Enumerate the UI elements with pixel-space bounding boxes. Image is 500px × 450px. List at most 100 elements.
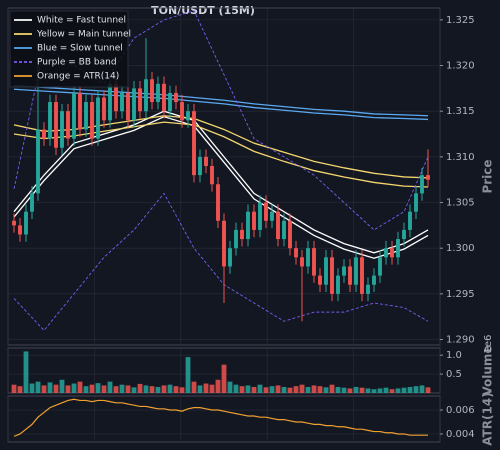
- candle-body: [72, 92, 76, 139]
- candle-body: [90, 102, 94, 139]
- candle-body: [240, 229, 244, 240]
- candle-body: [96, 97, 100, 139]
- volume-bar: [263, 387, 269, 393]
- candle-body: [324, 257, 328, 285]
- volume-bar: [383, 387, 389, 393]
- candle-body: [120, 92, 124, 112]
- candle-body: [276, 211, 280, 240]
- candle-body: [288, 220, 292, 249]
- volume-bar: [275, 385, 281, 393]
- y-tick-label: 1.0: [446, 350, 462, 361]
- volume-bar: [89, 384, 95, 393]
- volume-bar: [83, 386, 89, 393]
- candle-body: [60, 111, 64, 148]
- candle-body: [306, 248, 310, 267]
- candle-body: [30, 193, 34, 212]
- legend-label: Orange = ATR(14): [37, 72, 119, 82]
- candle-body: [108, 83, 112, 121]
- volume-bar: [155, 386, 161, 393]
- volume-bar: [53, 384, 59, 393]
- volume-bar: [197, 385, 203, 393]
- y-tick-label: 0.004: [446, 429, 475, 440]
- candle-body: [66, 111, 70, 139]
- y-axis-label: Price: [481, 159, 495, 193]
- volume-bar: [425, 387, 431, 393]
- volume-bar: [419, 385, 425, 393]
- candle-body: [294, 248, 298, 258]
- volume-bar: [335, 386, 341, 393]
- candle-body: [390, 248, 394, 258]
- candle-body: [300, 257, 304, 267]
- volume-bar: [47, 382, 53, 393]
- volume-bar: [95, 383, 101, 393]
- volume-bar: [35, 381, 41, 393]
- candle-body: [414, 193, 418, 212]
- volume-bar: [287, 387, 293, 393]
- volume-bar: [59, 379, 65, 393]
- candle-body: [426, 175, 430, 180]
- candle-body: [84, 102, 88, 130]
- volume-bar: [185, 357, 191, 393]
- volume-bar: [125, 385, 131, 393]
- volume-bar: [161, 385, 167, 393]
- atr-line: [13, 398, 428, 437]
- volume-bar: [167, 384, 173, 393]
- candle-body: [12, 220, 16, 226]
- candle-body: [78, 92, 82, 130]
- volume-bar: [317, 386, 323, 393]
- tunnel-line: [13, 121, 429, 188]
- y-tick-label: 1.305: [446, 198, 475, 209]
- candle-body: [48, 102, 52, 139]
- candle-body: [360, 257, 364, 294]
- y-tick-label: 1.300: [446, 243, 475, 254]
- candle-body: [24, 211, 28, 235]
- y-axis-label: Volume: [481, 345, 495, 395]
- candle-body: [384, 248, 388, 258]
- candle-body: [210, 165, 214, 185]
- volume-bar: [389, 389, 395, 393]
- tunnel-line: [13, 110, 429, 254]
- volume-bar: [257, 384, 263, 393]
- volume-bar: [149, 386, 155, 393]
- tunnel-line: [13, 115, 429, 259]
- volume-bar: [29, 383, 35, 393]
- volume-bar: [71, 383, 77, 393]
- volume-bar: [305, 386, 311, 393]
- candle-body: [318, 275, 322, 285]
- legend-label: Yellow = Main tunnel: [36, 30, 131, 40]
- candle-body: [396, 239, 400, 258]
- candle-body: [222, 220, 226, 267]
- volume-bar: [101, 385, 107, 393]
- volume-bar: [209, 384, 215, 393]
- y-tick-label: 1.295: [446, 289, 475, 300]
- volume-bar: [11, 384, 17, 393]
- volume-bar: [299, 384, 305, 393]
- candle-body: [312, 248, 316, 276]
- chart-title: TON/USDT (15M): [151, 4, 255, 17]
- candle-body: [348, 266, 352, 285]
- volume-bar: [203, 383, 209, 393]
- candle-body: [270, 211, 274, 221]
- volume-bar: [407, 386, 413, 393]
- y-axis-label: ATR(14): [481, 392, 495, 445]
- legend-box: [9, 10, 129, 88]
- volume-bar: [347, 388, 353, 393]
- legend-label: Blue = Slow tunnel: [37, 44, 123, 54]
- volume-bar: [395, 388, 401, 393]
- tunnel-line: [13, 84, 429, 117]
- volume-bar: [293, 386, 299, 393]
- volume-bar: [311, 385, 317, 393]
- volume-bar: [41, 385, 47, 393]
- candle-body: [198, 156, 202, 176]
- candle-body: [402, 229, 406, 240]
- candle-body: [258, 202, 262, 230]
- candle-body: [216, 184, 220, 221]
- volume-bar: [143, 385, 149, 393]
- volume-bar: [113, 386, 119, 393]
- legend: White = Fast tunnel Yellow = Main tunnel B…: [9, 10, 131, 88]
- volume-bar: [401, 387, 407, 393]
- legend-label: Purple = BB band: [37, 58, 117, 68]
- legend-label: White = Fast tunnel: [37, 16, 126, 26]
- tunnel-line: [13, 115, 429, 179]
